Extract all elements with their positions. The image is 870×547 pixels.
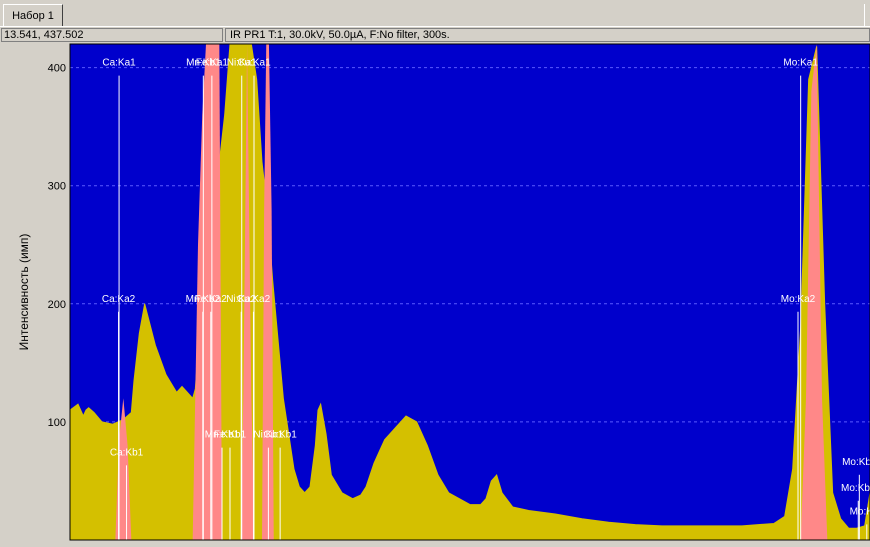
element-marker-label: Mo:Ka1 bbox=[783, 58, 818, 69]
element-marker-label: Ni:Ka1 bbox=[227, 58, 257, 69]
highlight-peak bbox=[192, 44, 222, 540]
element-marker-label: Mo:Ka2 bbox=[781, 294, 816, 305]
element-marker-label: Ca:Ka2 bbox=[102, 294, 136, 305]
y-tick-label: 400 bbox=[48, 63, 66, 75]
element-marker-label: Ca:Ka1 bbox=[102, 58, 136, 69]
cursor-coordinates: 13.541, 437.502 bbox=[1, 28, 223, 42]
element-marker-label: Cu:Ka1 bbox=[237, 58, 271, 69]
element-marker-label: Cu:Ka2 bbox=[237, 294, 271, 305]
measurement-info: IR PR1 T:1, 30.0kV, 50.0µA, F:No filter,… bbox=[225, 28, 870, 42]
tab-strip-edge bbox=[864, 4, 870, 27]
plot-border bbox=[69, 43, 870, 541]
element-marker-label: Fe:Ka2 bbox=[195, 294, 228, 305]
element-marker-label: Ni:Kb1 bbox=[253, 430, 283, 441]
element-marker-label: Mo:Kb2 bbox=[850, 506, 870, 517]
tab-strip: Набор 1 bbox=[0, 0, 870, 28]
highlight-peak bbox=[800, 44, 828, 540]
highlight-peak bbox=[262, 44, 274, 540]
tab-nabor-1[interactable]: Набор 1 bbox=[3, 4, 63, 27]
y-tick-label: 300 bbox=[48, 181, 66, 193]
y-axis-label: Интенсивность (имп) bbox=[17, 234, 31, 351]
spectrum-chart-panel[interactable]: 100 200 300 400 Ca:Ka1 Ca:Ka2 Ca:Kb1 Mn:Kb1 Fe:K… bbox=[0, 42, 870, 542]
y-tick-label: 100 bbox=[48, 417, 66, 429]
element-marker-label: Fe:Kb1 bbox=[214, 430, 247, 441]
element-marker-label: Mo:Kb3 bbox=[841, 483, 870, 494]
status-bar: 13.541, 437.502 IR PR1 T:1, 30.0kV, 50.0… bbox=[0, 28, 870, 42]
element-marker-label: Mn:Kb2 bbox=[186, 294, 221, 305]
element-marker-label: Ca:Kb1 bbox=[110, 447, 144, 458]
plot-area: Ca:Ka1Ca:Ka2Ca:Kb1Mn:Kb1Fe:Ka1Mn:Kb2Fe:K… bbox=[70, 44, 870, 540]
element-marker-label: Mn:Kb1 bbox=[186, 58, 221, 69]
element-marker-label: Mo:Kb1 bbox=[842, 457, 870, 468]
element-marker-label: Ni:Ka2 bbox=[226, 294, 256, 305]
element-marker-label: Cu:Kb1 bbox=[263, 430, 297, 441]
tab-strip-divider bbox=[0, 26, 870, 27]
y-tick-label: 200 bbox=[48, 299, 66, 311]
highlight-peak bbox=[240, 44, 255, 540]
element-marker-label: Fe:Ka1 bbox=[196, 58, 229, 69]
element-marker-label: Mn:Kb1 bbox=[205, 430, 240, 441]
